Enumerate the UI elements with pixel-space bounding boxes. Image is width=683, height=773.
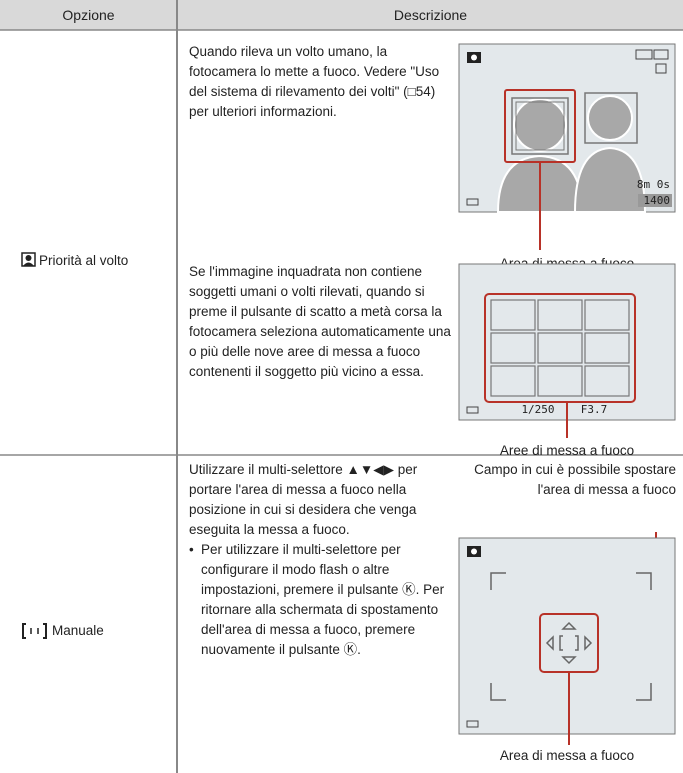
bullet: Per utilizzare il multi-selettore per co… — [201, 542, 445, 657]
image-top-caption: Campo in cui è possibile spostare l'area… — [474, 462, 676, 497]
aperture: F3.7 — [581, 403, 608, 416]
screen-face-priority: 8m 0s 1400 — [458, 43, 676, 250]
option-label: Manuale — [52, 623, 104, 638]
screen-manual — [458, 532, 676, 745]
image-caption: Area di messa a fuoco — [500, 748, 634, 763]
remaining-time: 8m 0s — [637, 178, 670, 191]
face-priority-icon — [21, 252, 36, 267]
header-bg — [0, 0, 683, 30]
header-option: Opzione — [62, 7, 115, 23]
remaining-shots: 1400 — [644, 194, 671, 207]
screen-nine-areas: 1/250 F3.7 — [458, 263, 676, 438]
header-description: Descrizione — [393, 7, 468, 23]
paragraph: Se l'immagine inquadrata non contiene so… — [189, 264, 451, 379]
bullet-dot: • — [189, 542, 194, 557]
manual-icon — [22, 623, 47, 639]
paragraph: Utilizzare il multi-selettore ▲▼◀▶ per p… — [189, 462, 418, 537]
option-label: Priorità al volto — [39, 253, 129, 268]
image-caption: Aree di messa a fuoco — [500, 443, 634, 458]
shutter-speed: 1/250 — [521, 403, 554, 416]
paragraph: Quando rileva un volto umano, la fotocam… — [189, 44, 440, 119]
